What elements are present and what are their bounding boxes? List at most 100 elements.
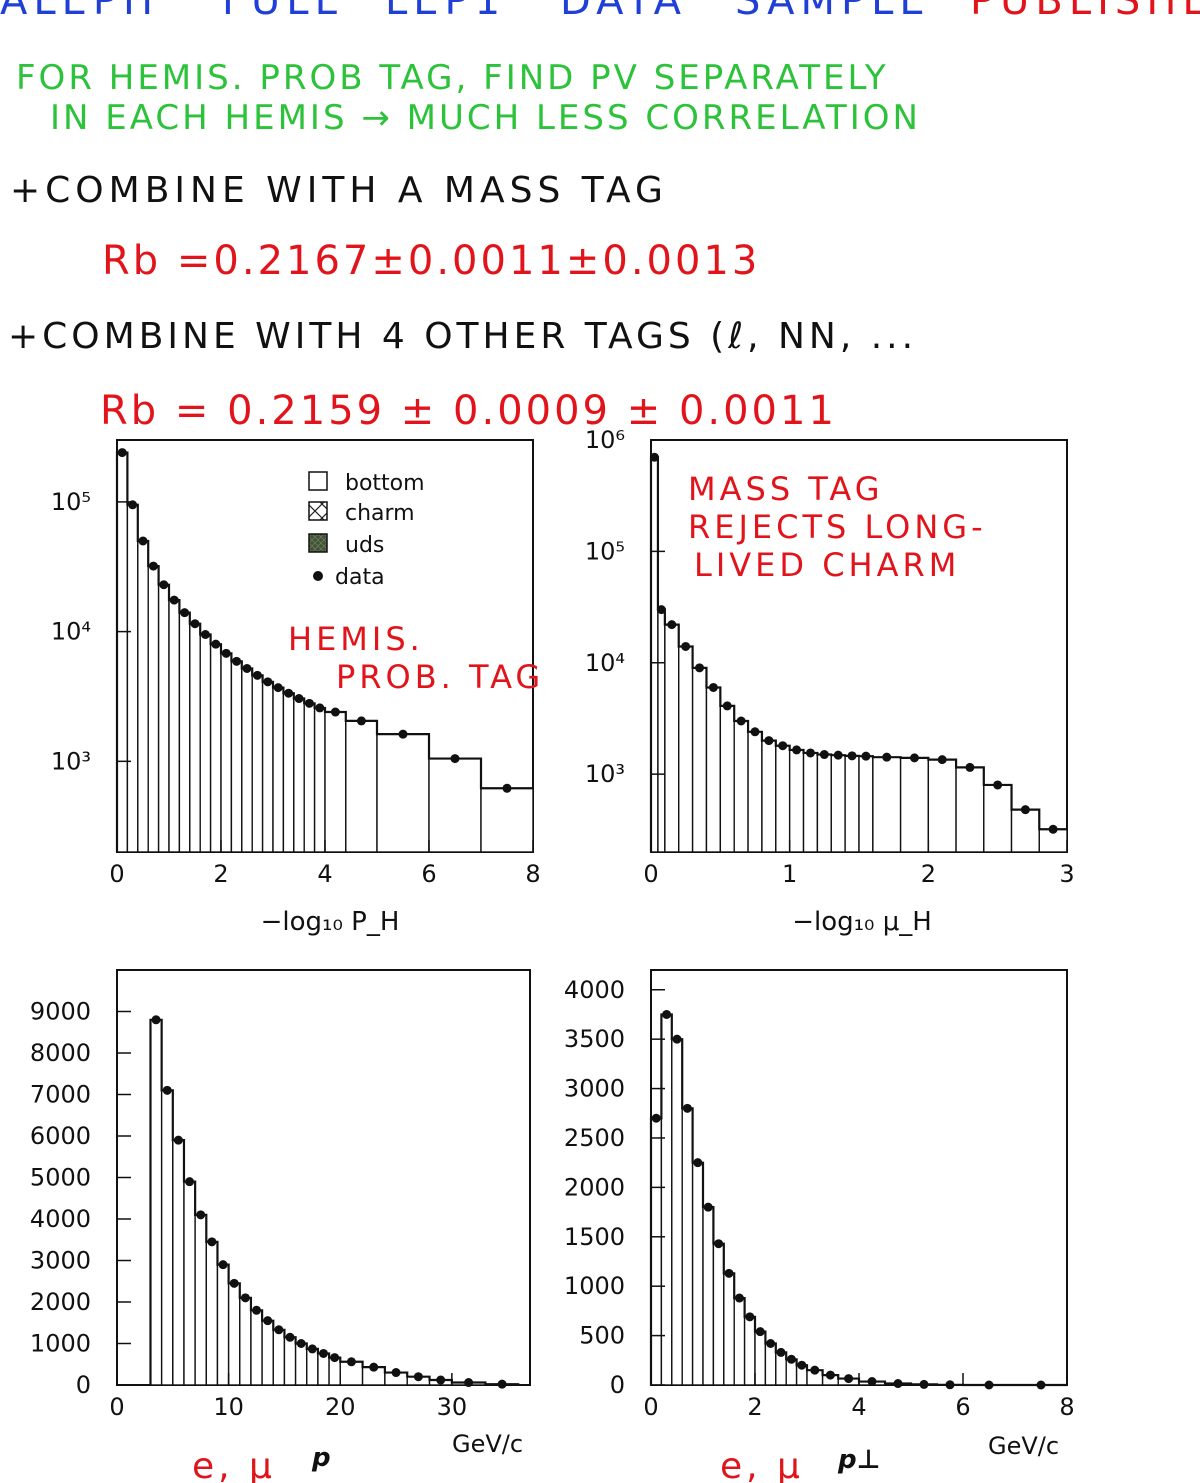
panel-lepton-p: 0 10 20 30 0 1000 2000 3000 4000 5000 6000 7000 8000… [30, 969, 531, 1483]
y-tick-label: 10³ [51, 747, 91, 775]
panel-lepton-p-ticks: 0 10 20 30 0 1000 2000 3000 4000 5000 6000 7000 8000… [30, 998, 467, 1422]
header-sample: SAMPLE [735, 0, 931, 24]
bar-bottom [241, 667, 253, 853]
y-tick-label: 5000 [30, 1164, 91, 1192]
bar-bottom [178, 611, 191, 853]
header-published: PUBLISHED [970, 0, 1200, 24]
panel-hemis-prob: 0 2 4 6 8 10³ 10⁴ 10⁵ −log₁₀ P_H bottom charm u… [51, 439, 541, 937]
bar-bottom [681, 1107, 694, 1386]
bar-bottom [216, 1263, 230, 1386]
header-lep1: LEP1 [385, 0, 507, 24]
panel-lepton-pt: 0 2 4 6 8 0 500 1000 1500 2000 2500 3000 3500 4000 p⊥… [564, 969, 1075, 1483]
legend: bottom charm uds data [308, 471, 425, 590]
x-tick-label: 20 [325, 1393, 356, 1421]
annotation-lived-charm: LIVED CHARM [694, 546, 960, 584]
bar-bottom [480, 787, 534, 853]
bar-bottom [899, 757, 930, 853]
panel-lepton-pt-unit: GeV/c [988, 1432, 1059, 1460]
y-tick-label: 10⁴ [51, 618, 91, 646]
annotation-rejects: REJECTS LONG- [688, 508, 987, 546]
note-other-tags: +COMBINE WITH 4 OTHER TAGS (ℓ, NN, ... [8, 316, 918, 357]
bar-bottom [702, 1206, 715, 1386]
y-tick-label: 2500 [564, 1124, 625, 1152]
header-full: FULL [222, 0, 343, 24]
panel-hemis-prob-ticks: 0 2 4 6 8 10³ 10⁴ 10⁵ [51, 488, 541, 888]
bar-bottom [764, 1342, 777, 1386]
bar-bottom [858, 755, 874, 853]
bar-bottom [376, 733, 430, 853]
bar-bottom [194, 1214, 207, 1386]
panel-lepton-pt-xlabel: p⊥ [837, 1445, 880, 1475]
x-tick-label: 4 [317, 860, 332, 888]
bar-bottom [775, 1351, 787, 1386]
x-tick-label: 2 [921, 860, 936, 888]
x-tick-label: 2 [213, 860, 228, 888]
bar-bottom [1010, 808, 1040, 853]
panel-hemis-prob-xlabel: −log₁₀ P_H [261, 907, 400, 937]
total-outline [649, 1013, 1067, 1387]
x-tick-label: 2 [747, 1393, 762, 1421]
note-correlation: IN EACH HEMIS → MUCH LESS CORRELATION [50, 98, 921, 138]
legend-data-marker [313, 571, 323, 581]
bar-bottom [172, 1139, 185, 1386]
bar-bottom [160, 1089, 174, 1386]
bar-bottom [199, 633, 212, 853]
total-outline [115, 451, 533, 852]
x-tick-label: 4 [851, 1393, 866, 1421]
header-data: DATA [560, 0, 688, 24]
panel-lepton-pt-total [649, 1009, 1067, 1390]
bar-bottom [802, 752, 819, 853]
x-tick-label: 6 [955, 1393, 970, 1421]
bar-bottom [775, 745, 791, 853]
bar-bottom [743, 1316, 756, 1386]
bar-bottom [168, 599, 181, 853]
bar-bottom [650, 1117, 663, 1386]
x-tick-label: 30 [437, 1393, 468, 1421]
x-tick-label: 0 [109, 860, 124, 888]
bar-bottom [220, 652, 233, 853]
panel-hemis-prob-total [115, 448, 534, 853]
bar-bottom [157, 583, 170, 853]
annotation-mass-tag: MASS TAG [688, 470, 883, 508]
y-tick-label: 3500 [564, 1025, 625, 1053]
y-tick-label: 0 [610, 1371, 625, 1399]
bar-bottom [272, 686, 285, 853]
y-tick-label: 3000 [30, 1247, 91, 1275]
bar-bottom [844, 755, 860, 853]
y-tick-label: 0 [76, 1371, 91, 1399]
bar-bottom [303, 702, 316, 853]
y-tick-label: 7000 [30, 1081, 91, 1109]
annotation-hemis: HEMIS. [288, 620, 424, 658]
result-mass-tag: Rb =0.2167±0.0011±0.0013 [102, 238, 761, 284]
bar-bottom [317, 1352, 330, 1386]
bar-bottom [691, 667, 708, 853]
bar-bottom [250, 1309, 263, 1386]
y-tick-label: 500 [579, 1322, 625, 1350]
y-tick-label: 9000 [30, 998, 91, 1026]
bar-bottom [283, 1336, 297, 1386]
y-tick-label: 4000 [564, 976, 625, 1004]
bar-bottom [209, 643, 222, 853]
panel-mass-tag: 0 1 2 3 10³ 10⁴ 10⁵ 10⁶ −log₁₀ μ_H MASS TAG REJ… [585, 426, 1075, 937]
bar-bottom [272, 1329, 286, 1386]
bar-bottom [927, 758, 957, 853]
bar-bottom [126, 504, 139, 853]
bar-bottom [147, 565, 160, 853]
bar-bottom [116, 451, 129, 853]
bar-bottom [872, 756, 902, 853]
header-aleph: ALEPH [0, 0, 160, 24]
bar-bottom [733, 1297, 746, 1386]
legend-charm-label: charm [345, 501, 415, 526]
y-tick-label: 10⁵ [51, 488, 91, 516]
panel-lepton-p-side-label: e, μ [192, 1446, 276, 1483]
x-tick-label: 0 [643, 1393, 658, 1421]
bar-bottom [733, 720, 749, 853]
y-tick-label: 10³ [585, 760, 625, 788]
y-tick-label: 1000 [30, 1330, 91, 1358]
legend-uds-swatch [308, 533, 328, 553]
bar-bottom [345, 720, 378, 853]
bar-bottom [657, 608, 666, 853]
bar-bottom [230, 660, 243, 853]
note-hemis-pv: FOR HEMIS. PROB TAG, FIND PV SEPARATELY [16, 58, 889, 98]
bar-bottom [324, 711, 347, 853]
